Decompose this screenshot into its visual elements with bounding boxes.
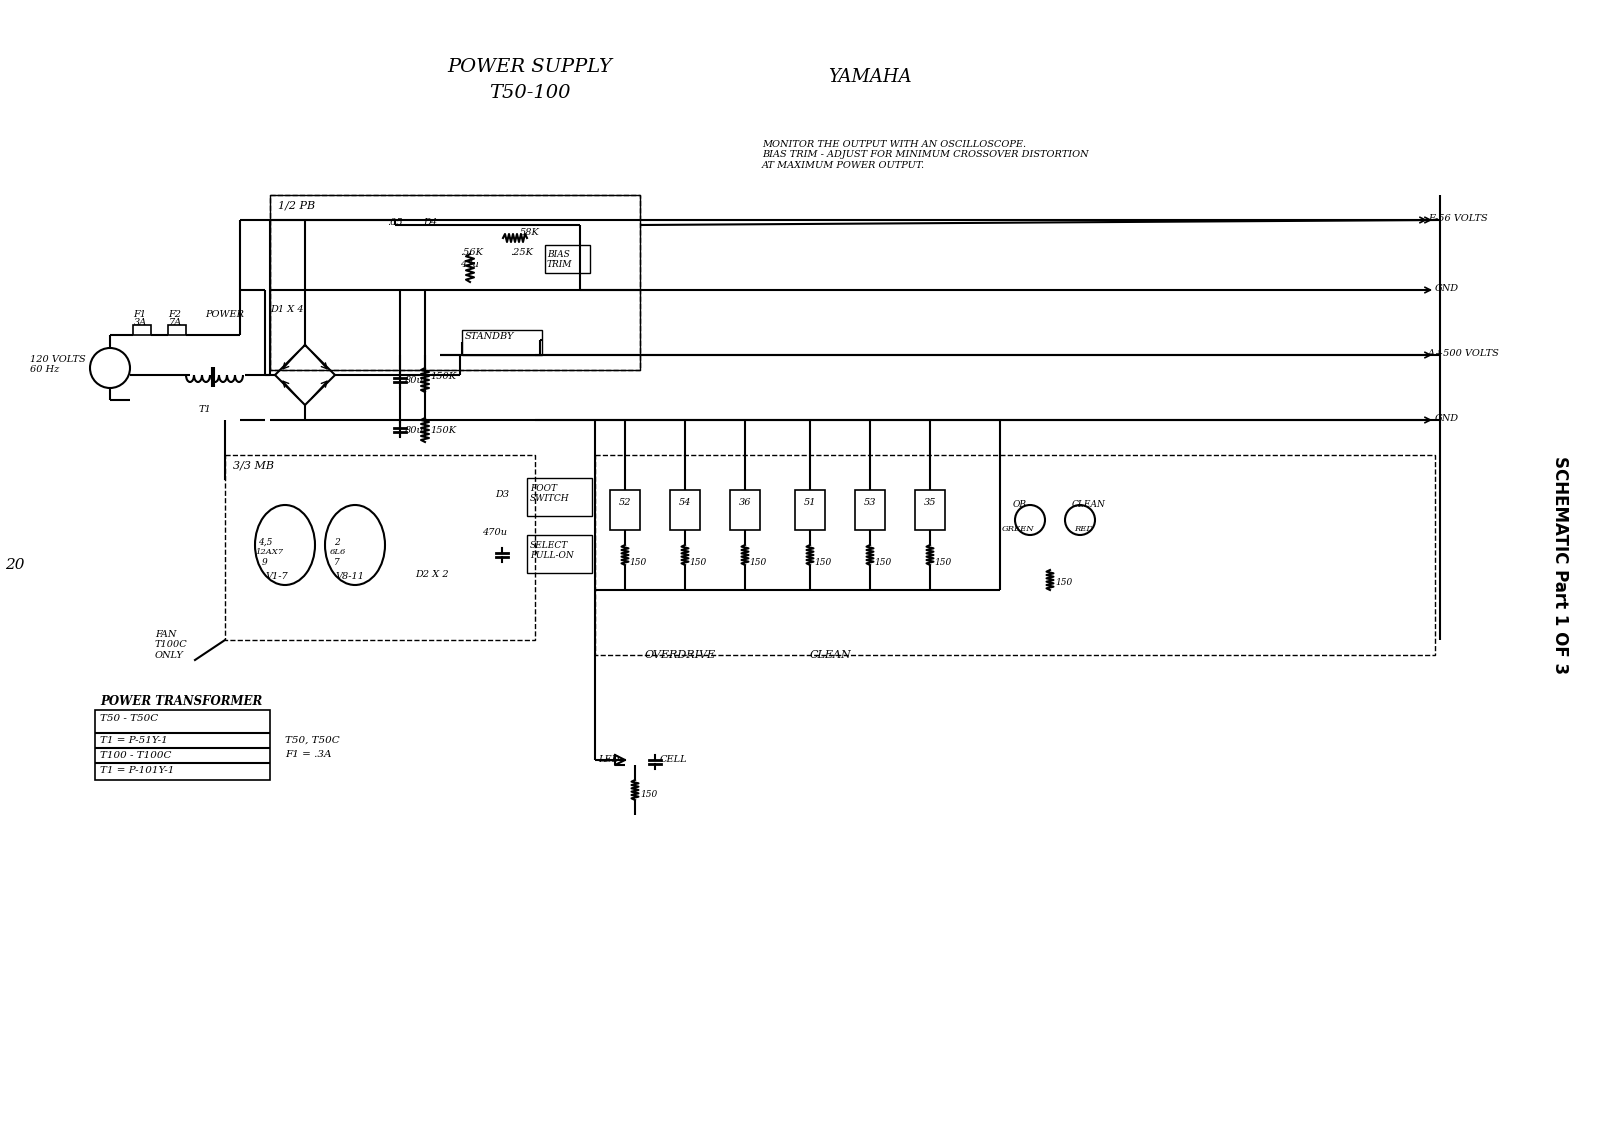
- Text: FAN
T100C
ONLY: FAN T100C ONLY: [155, 631, 187, 660]
- Text: 53: 53: [865, 498, 876, 507]
- Text: 150: 150: [813, 558, 831, 567]
- Text: FOOT
SWITCH: FOOT SWITCH: [530, 484, 570, 503]
- Text: 150: 150: [688, 558, 706, 567]
- Text: T50, T50C: T50, T50C: [285, 736, 339, 745]
- Text: BIAS
TRIM: BIAS TRIM: [548, 250, 573, 269]
- Text: F1 = .3A: F1 = .3A: [285, 750, 331, 759]
- Text: 150: 150: [874, 558, 892, 567]
- Text: 47u: 47u: [459, 260, 479, 269]
- Text: 3/3 MB: 3/3 MB: [234, 460, 274, 470]
- Text: F: F: [1428, 214, 1434, 223]
- Text: 2: 2: [335, 538, 339, 547]
- Text: A: A: [1428, 349, 1434, 358]
- Text: SCHEMATIC Part 1 OF 3: SCHEMATIC Part 1 OF 3: [1551, 455, 1569, 675]
- Text: 4,5: 4,5: [258, 538, 272, 547]
- Text: 150: 150: [629, 558, 647, 567]
- Bar: [855, 490, 885, 530]
- Text: F2: F2: [168, 310, 181, 319]
- Bar: [596, 455, 1434, 655]
- Bar: [133, 325, 150, 334]
- Text: 54: 54: [679, 498, 692, 507]
- Bar: [730, 490, 760, 530]
- Ellipse shape: [255, 505, 315, 585]
- Text: YAMAHA: YAMAHA: [828, 68, 913, 86]
- Circle shape: [90, 348, 130, 388]
- Bar: [226, 455, 535, 640]
- Bar: [916, 490, 945, 530]
- Text: GREEN: GREEN: [1002, 525, 1034, 533]
- Text: 35: 35: [924, 498, 937, 507]
- Text: CLEAN: CLEAN: [1073, 499, 1106, 508]
- Text: POWER: POWER: [205, 310, 243, 319]
- Bar: [527, 478, 592, 516]
- Text: GND: GND: [1434, 414, 1459, 423]
- Text: 150: 150: [1055, 579, 1073, 586]
- Text: 51: 51: [804, 498, 817, 507]
- Text: -56 VOLTS: -56 VOLTS: [1434, 214, 1487, 223]
- Bar: [610, 490, 640, 530]
- Ellipse shape: [325, 505, 384, 585]
- Text: T50 - T50C: T50 - T50C: [99, 714, 158, 723]
- Bar: [669, 490, 700, 530]
- Bar: [168, 325, 186, 334]
- Text: 52: 52: [618, 498, 631, 507]
- Text: 3A: 3A: [133, 318, 147, 327]
- Text: .56K: .56K: [459, 247, 484, 257]
- Text: 58K: 58K: [520, 228, 540, 237]
- Text: T1: T1: [199, 405, 211, 414]
- Text: SELECT
PULL-ON: SELECT PULL-ON: [530, 541, 573, 560]
- Text: 7A: 7A: [168, 318, 181, 327]
- Text: 150: 150: [749, 558, 767, 567]
- Text: MONITOR THE OUTPUT WITH AN OSCILLOSCOPE.
BIAS TRIM - ADJUST FOR MINIMUM CROSSOVE: MONITOR THE OUTPUT WITH AN OSCILLOSCOPE.…: [762, 140, 1089, 170]
- Text: 36: 36: [738, 498, 751, 507]
- Text: OB: OB: [1013, 499, 1026, 508]
- Text: POWER TRANSFORMER: POWER TRANSFORMER: [99, 695, 263, 709]
- Text: D1 X 4: D1 X 4: [271, 305, 304, 314]
- Circle shape: [1065, 505, 1095, 534]
- Text: D4: D4: [423, 218, 437, 227]
- Text: GND: GND: [1434, 284, 1459, 293]
- Bar: [544, 245, 591, 273]
- Text: 6L6: 6L6: [330, 548, 346, 556]
- Text: LED: LED: [599, 755, 620, 764]
- Text: 9: 9: [263, 558, 267, 567]
- Text: 120 VOLTS
60 Hz: 120 VOLTS 60 Hz: [30, 355, 85, 374]
- Text: V1-7: V1-7: [266, 572, 288, 581]
- Text: V8-11: V8-11: [335, 572, 363, 581]
- Text: 1/2 PB: 1/2 PB: [279, 200, 315, 210]
- Text: 20: 20: [5, 558, 24, 572]
- Bar: [271, 195, 640, 370]
- Bar: [527, 534, 592, 573]
- Text: CELL: CELL: [660, 755, 687, 764]
- Bar: [94, 710, 271, 780]
- Text: OVERDRIVE: OVERDRIVE: [645, 650, 716, 660]
- Text: T1 = P-101Y-1: T1 = P-101Y-1: [99, 766, 175, 775]
- Text: .05: .05: [387, 218, 403, 227]
- Text: T50-100: T50-100: [490, 84, 570, 102]
- Text: STANDBY: STANDBY: [464, 332, 514, 341]
- Text: D3: D3: [495, 490, 509, 499]
- Text: +500 VOLTS: +500 VOLTS: [1434, 349, 1499, 358]
- Text: F1: F1: [133, 310, 147, 319]
- Text: CLEAN: CLEAN: [809, 650, 850, 660]
- Text: 12AX7: 12AX7: [255, 548, 283, 556]
- Text: 150: 150: [640, 790, 658, 799]
- Text: 470u: 470u: [482, 528, 508, 537]
- Text: 80u: 80u: [405, 426, 424, 435]
- Bar: [271, 195, 640, 370]
- Text: 80u: 80u: [405, 376, 424, 385]
- Text: RED: RED: [1074, 525, 1093, 533]
- Text: 150K: 150K: [431, 426, 456, 435]
- Circle shape: [1015, 505, 1045, 534]
- Text: .25K: .25K: [511, 247, 533, 257]
- Bar: [463, 330, 543, 355]
- Text: 7: 7: [335, 558, 339, 567]
- Text: 150K: 150K: [431, 372, 456, 381]
- Text: D2 X 2: D2 X 2: [415, 570, 448, 579]
- Text: 150: 150: [933, 558, 951, 567]
- Text: T1 = P-51Y-1: T1 = P-51Y-1: [99, 736, 168, 745]
- Text: POWER SUPPLY: POWER SUPPLY: [448, 58, 613, 76]
- Text: T100 - T100C: T100 - T100C: [99, 751, 171, 760]
- Bar: [796, 490, 825, 530]
